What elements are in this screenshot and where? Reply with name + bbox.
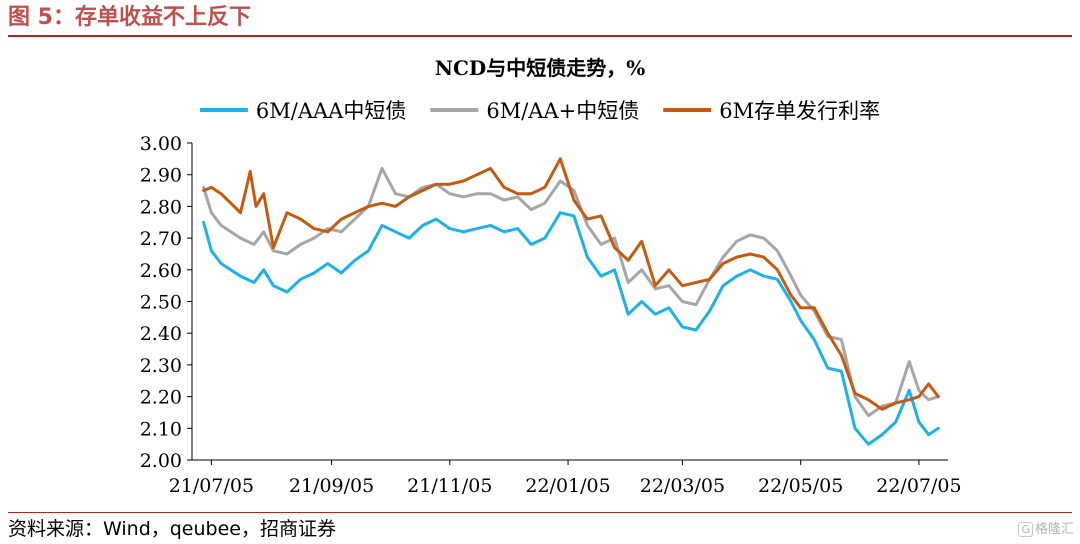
y-tick-label: 2.10 — [140, 418, 182, 440]
x-tick-label: 22/03/05 — [640, 475, 725, 497]
chart-axes: 2.00 2.10 2.20 2.30 2.40 2.50 2.60 2.70 2.80 2.90… — [140, 133, 962, 497]
footer-divider — [8, 512, 1072, 513]
figure-header: 图 5：存单收益不上反下 — [8, 2, 1072, 38]
series-line-2 — [202, 166, 940, 418]
y-tick-label: 3.00 — [140, 133, 182, 155]
watermark-text: 格隆汇 — [1034, 522, 1074, 537]
y-tick-label: 2.50 — [140, 292, 182, 314]
legend-label: 6M存单发行利率 — [719, 99, 880, 123]
y-tick-label: 2.90 — [140, 165, 182, 187]
watermark: G 格隆汇 — [1018, 518, 1074, 537]
legend-label: 6M/AA+中短债 — [486, 99, 639, 123]
series-line-1 — [202, 211, 940, 446]
header-divider — [8, 35, 1072, 37]
line-chart: NCD与中短债走势，% 6M/AAA中短债 6M/AA+中短债 6M存单发行利率 2… — [140, 56, 962, 497]
y-tick-label: 2.80 — [140, 196, 182, 218]
watermark-logo-icon: G — [1018, 522, 1033, 537]
x-tick-label: 22/05/05 — [758, 475, 843, 497]
x-tick-label: 21/11/05 — [407, 475, 492, 497]
figure-title: 图 5：存单收益不上反下 — [8, 5, 251, 30]
chart-title: NCD与中短债走势，% — [435, 56, 646, 80]
legend-item-3: 6M存单发行利率 — [663, 99, 880, 123]
x-tick-label: 22/01/05 — [525, 475, 610, 497]
series-line-3 — [202, 157, 940, 411]
legend-item-1: 6M/AAA中短债 — [199, 99, 406, 123]
y-tick-label: 2.20 — [140, 387, 182, 409]
y-tick-label: 2.60 — [140, 260, 182, 282]
x-tick-label: 21/07/05 — [169, 475, 254, 497]
chart-legend: 6M/AAA中短债 6M/AA+中短债 6M存单发行利率 — [199, 99, 880, 123]
chart-series — [202, 157, 940, 446]
y-tick-label: 2.40 — [140, 323, 182, 345]
x-tick-label: 21/09/05 — [289, 475, 374, 497]
x-tick-label: 22/07/05 — [876, 475, 961, 497]
source-note: 资料来源：Wind，qeubee，招商证券 — [8, 518, 336, 540]
y-tick-label: 2.30 — [140, 355, 182, 377]
y-tick-label: 2.70 — [140, 228, 182, 250]
y-tick-label: 2.00 — [140, 450, 182, 472]
legend-label: 6M/AAA中短债 — [256, 99, 406, 123]
legend-item-2: 6M/AA+中短债 — [430, 99, 639, 123]
